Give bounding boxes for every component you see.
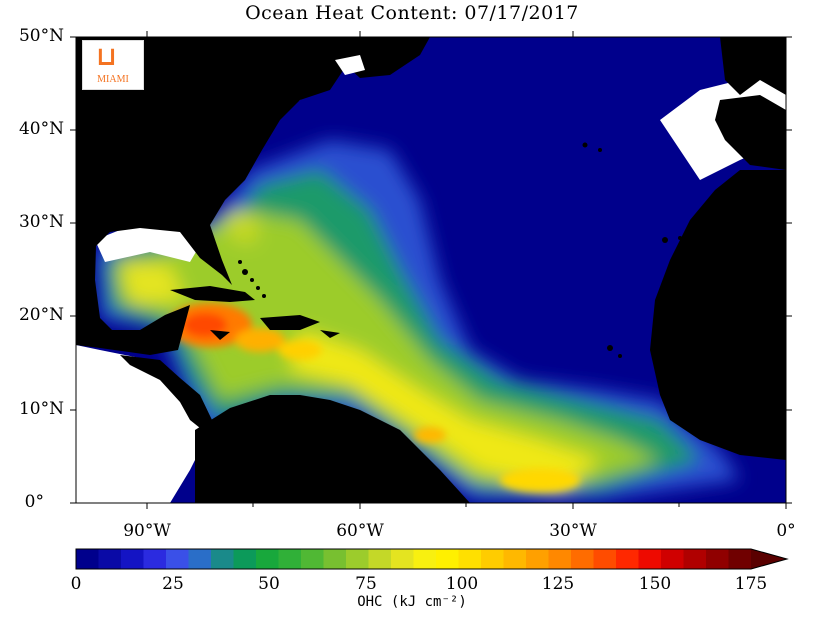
- colorbar-label: 175: [734, 574, 768, 594]
- y-tick-label: 40°N: [18, 119, 64, 139]
- heat-hotspot: [168, 303, 580, 492]
- colorbar-label: 75: [355, 574, 377, 594]
- colorbar-label: 25: [162, 574, 184, 594]
- colorbar-units: OHC (kJ cm⁻²): [357, 594, 467, 610]
- colorbar-label: 0: [70, 574, 82, 594]
- x-tick-label: 90°W: [123, 521, 171, 541]
- colorbar-label: 125: [541, 574, 575, 594]
- colorbar-label: 150: [638, 574, 672, 594]
- y-tick-label: 20°N: [18, 305, 64, 325]
- x-tick-label: 30°W: [549, 521, 597, 541]
- colorbar-label: 50: [258, 574, 280, 594]
- logo-u-icon: ⊔: [96, 42, 117, 72]
- x-tick-label: 60°W: [336, 521, 384, 541]
- land: [76, 37, 786, 503]
- miami-logo: ⊔ MIAMI: [82, 40, 144, 90]
- iberia-africa: [715, 95, 786, 170]
- axis-ticks: [70, 31, 792, 509]
- y-tick-label: 30°N: [18, 212, 64, 232]
- y-tick-label: 0°: [24, 492, 44, 512]
- y-tick-label: 10°N: [18, 399, 64, 419]
- south-america: [195, 395, 470, 503]
- plot-frame: [75, 36, 787, 504]
- europe: [720, 37, 786, 95]
- north-america: [76, 37, 350, 355]
- y-tick-label: 50°N: [18, 26, 64, 46]
- africa: [650, 170, 786, 460]
- chart-title: Ocean Heat Content: 07/17/2017: [245, 2, 579, 24]
- logo-text: MIAMI: [97, 74, 129, 85]
- x-tick-label: 0°: [776, 521, 796, 541]
- colorbar-label: 100: [445, 574, 479, 594]
